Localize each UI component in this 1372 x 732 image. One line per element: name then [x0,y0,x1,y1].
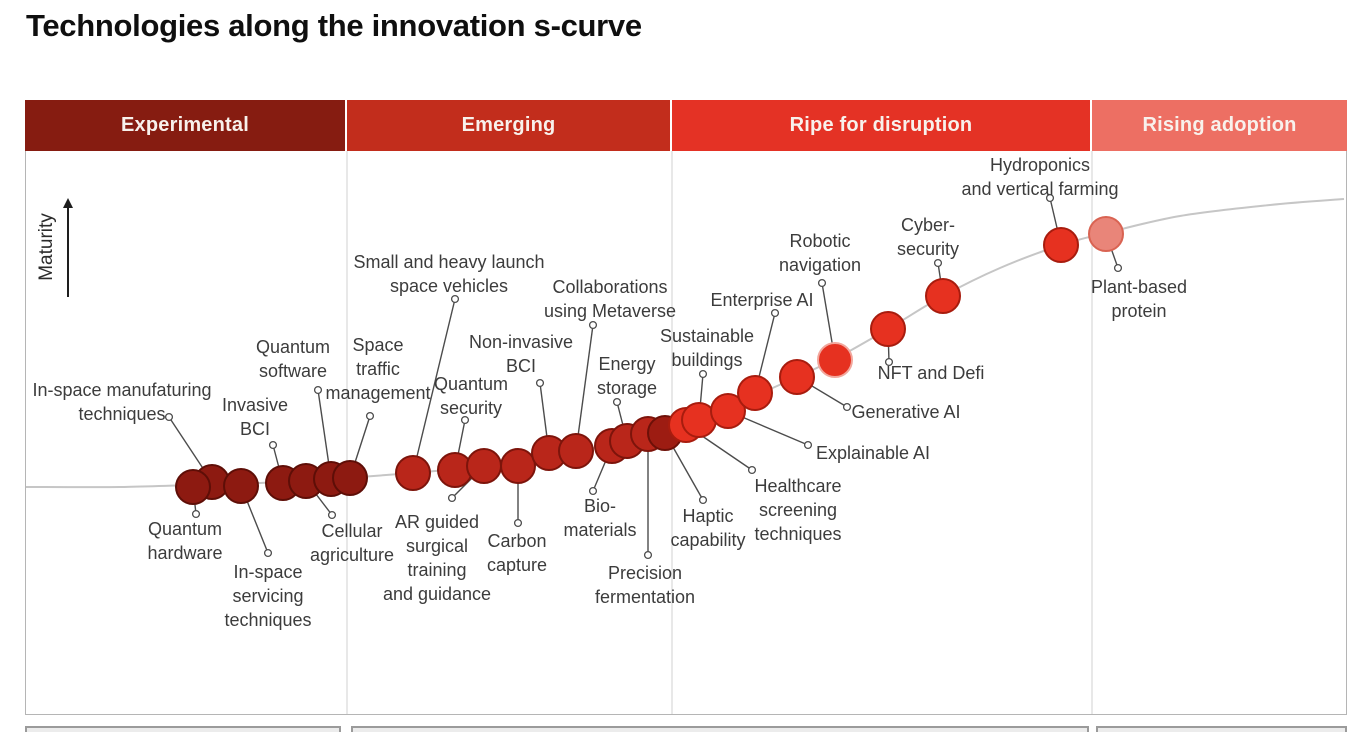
leader-marker-icon [191,509,201,519]
tech-label-cellular-agriculture: Cellular agriculture [309,521,395,565]
tech-label-ar-guided-surgical-training-and-guidance: AR guided surgical training and guidance [382,512,492,604]
tech-label-quantum-software: Quantum software [255,337,331,381]
leader-marker-icon [588,486,598,496]
leader-marker-icon [450,294,460,304]
stage-header-emerging: Emerging [347,100,670,151]
leader-marker-icon [612,397,622,407]
y-axis-arrow-icon [63,198,73,297]
bottom-cutoff-bar [25,726,341,732]
tech-dot-quantum-hardware [175,469,211,505]
tech-label-plant-based-protein: Plant-based protein [1090,277,1188,321]
tech-label-robotic-navigation: Robotic navigation [778,231,862,275]
tech-label-space-traffic-management: Space traffic management [325,335,431,403]
tech-dot-robotic-navigation [817,342,853,378]
tech-dot-generative-ai [779,359,815,395]
tech-label-in-space-manufaturing-techniques: In-space manufaturing techniques [32,380,212,424]
leader-line-collaborations-using-metaverse [575,324,594,452]
tech-dot-space-traffic-management [332,460,368,496]
tech-label-carbon-capture: Carbon capture [486,531,548,575]
tech-label-energy-storage: Energy storage [596,354,658,398]
leader-line-small-and-heavy-launch-space-vehicles [412,298,456,474]
tech-label-quantum-hardware: Quantum hardware [147,519,223,563]
tech-label-bio-materials: Bio- materials [563,496,637,540]
tech-label-generative-ai: Generative AI [851,402,961,422]
tech-label-cyber-security: Cyber- security [896,215,960,259]
tech-label-quantum-security: Quantum security [433,374,509,418]
tech-label-nft-and-defi: NFT and Defi [877,363,985,383]
leader-marker-icon [842,402,852,412]
leader-marker-icon [164,412,174,422]
leader-marker-icon [643,550,653,560]
tech-label-invasive-bci: Invasive BCI [221,395,289,439]
leader-marker-icon [588,320,598,330]
leader-marker-icon [1113,263,1123,273]
tech-label-precision-fermentation: Precision fermentation [594,563,696,607]
leader-marker-icon [513,518,523,528]
leader-marker-icon [698,495,708,505]
leader-marker-icon [313,385,323,395]
leader-marker-icon [447,493,457,503]
bottom-cutoff-bar [351,726,1089,732]
leader-marker-icon [268,440,278,450]
leader-marker-icon [1045,193,1055,203]
leader-marker-icon [365,411,375,421]
tech-label-explainable-ai: Explainable AI [815,443,931,463]
leader-marker-icon [933,258,943,268]
leader-marker-icon [263,548,273,558]
leader-marker-icon [747,465,757,475]
stage-header-row: Experimental Emerging Ripe for disruptio… [25,100,1347,151]
leader-marker-icon [460,415,470,425]
leader-marker-icon [803,440,813,450]
tech-dot-collaborations-using-metaverse [558,433,594,469]
tech-dot-small-and-heavy-launch-space-vehicles [395,455,431,491]
tech-label-hydroponics-and-vertical-farming: Hydroponics and vertical farming [961,155,1119,199]
stage-header-experimental: Experimental [25,100,345,151]
tech-label-healthcare-screening-techniques: Healthcare screening techniques [754,476,842,544]
tech-dot-plant-based-protein [1088,216,1124,252]
tech-label-non-invasive-bci: Non-invasive BCI [468,332,574,376]
stage-header-ripe-for-disruption: Ripe for disruption [672,100,1090,151]
page-title: Technologies along the innovation s-curv… [26,8,642,43]
y-axis-label: Maturity [36,213,57,281]
tech-label-enterprise-ai: Enterprise AI [710,290,814,310]
stage-header-rising-adoption: Rising adoption [1092,100,1347,151]
leader-marker-icon [698,369,708,379]
leader-marker-icon [535,378,545,388]
tech-dot-enterprise-ai [737,375,773,411]
tech-dot-explainable-ai [710,393,746,429]
leader-marker-icon [770,308,780,318]
leader-marker-icon [327,510,337,520]
tech-label-sustainable-buildings: Sustainable buildings [659,326,755,370]
tech-dot-carbon-capture [500,448,536,484]
bottom-cutoff-bar [1096,726,1347,732]
leader-marker-icon [817,278,827,288]
tech-label-in-space-servicing-techniques: In-space servicing techniques [224,562,312,630]
tech-dot-cyber-security [925,278,961,314]
tech-label-small-and-heavy-launch-space-vehicles: Small and heavy launch space vehicles [353,252,545,296]
tech-dot-in-space-servicing-techniques [223,468,259,504]
leader-marker-icon [884,357,894,367]
tech-dot-nft-and-defi [870,311,906,347]
tech-label-haptic-capability: Haptic capability [670,506,746,550]
tech-label-collaborations-using-metaverse: Collaborations using Metaverse [543,277,677,321]
tech-dot-hydroponics-and-vertical-farming [1043,227,1079,263]
